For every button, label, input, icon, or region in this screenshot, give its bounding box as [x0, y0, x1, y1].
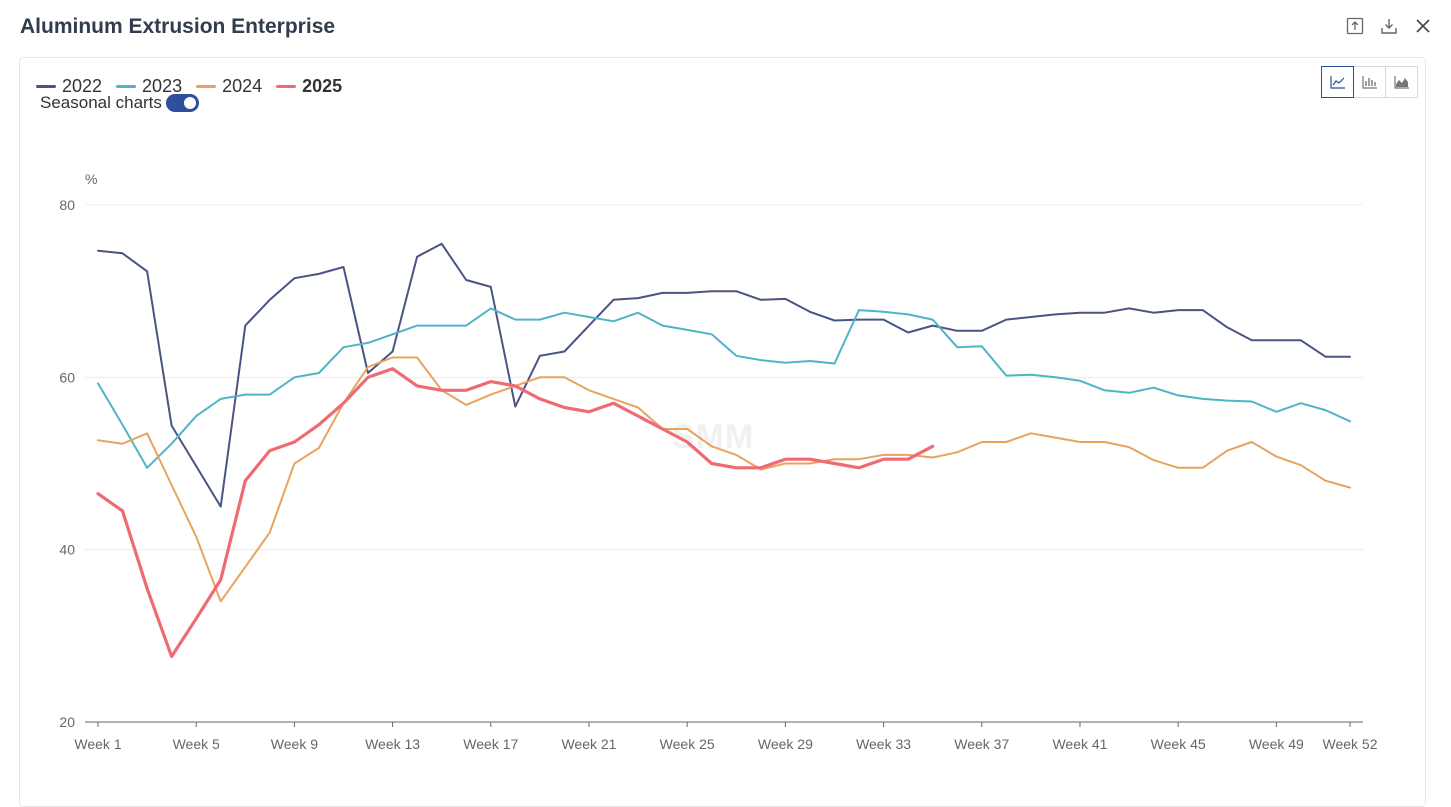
x-tick-label: Week 21 [561, 736, 616, 752]
y-tick-label: 40 [59, 542, 75, 558]
x-tick-label: Week 37 [954, 736, 1009, 752]
seasonal-charts-control: Seasonal charts [40, 93, 199, 113]
y-tick-label: 60 [59, 369, 75, 385]
bar-chart-button[interactable] [1353, 66, 1386, 98]
close-icon[interactable] [1413, 16, 1433, 36]
series-line-2023[interactable] [97, 307, 1351, 469]
x-tick-label: Week 5 [173, 736, 220, 752]
y-tick-label: 80 [59, 197, 75, 213]
legend-item-2023[interactable]: 2023 [116, 76, 182, 97]
seasonal-charts-toggle[interactable] [165, 94, 199, 112]
legend-label: 2025 [302, 76, 343, 96]
x-tick-label: Week 52 [1323, 736, 1378, 752]
page-title: Aluminum Extrusion Enterprise [20, 15, 336, 38]
legend-swatch [36, 85, 56, 88]
line-chart-icon [1329, 76, 1345, 89]
legend-swatch [196, 85, 217, 88]
watermark: SMM [672, 418, 755, 456]
x-tick-label: Week 13 [365, 736, 420, 752]
line-chart-button[interactable] [1321, 66, 1354, 98]
legend-item-2025[interactable]: 2025 [276, 76, 342, 97]
legend-label: 2024 [222, 76, 263, 96]
legend-swatch [276, 85, 297, 88]
export-icon[interactable] [1345, 16, 1365, 36]
legend-item-2024[interactable]: 2024 [196, 76, 262, 97]
x-tick-label: Week 17 [463, 736, 518, 752]
series-line-2025[interactable] [96, 367, 935, 659]
legend-swatch [116, 85, 137, 88]
x-tick-label: Week 25 [660, 736, 715, 752]
x-tick-label: Week 41 [1052, 736, 1107, 752]
bar-chart-icon [1361, 76, 1377, 89]
seasonal-charts-label: Seasonal charts [40, 93, 162, 112]
legend-label: 2022 [62, 76, 103, 96]
series-line-2022[interactable] [97, 242, 1351, 508]
legend-label: 2023 [142, 76, 183, 96]
seasonal-line-chart: 20 40 60 80 Week 1 Week 5 Week 9 Week 13 Week 17… [59, 197, 1378, 752]
x-tick-label: Week 49 [1249, 736, 1304, 752]
chart-type-switcher [1321, 66, 1418, 98]
legend-item-2022[interactable]: 2022 [36, 76, 102, 97]
chart-legend: 2022 2023 2024 2025 [36, 76, 342, 97]
area-chart-button[interactable] [1385, 66, 1418, 98]
chart-panel: Seasonal charts [19, 57, 1426, 807]
x-tick-label: Week 9 [271, 736, 318, 752]
download-icon[interactable] [1379, 16, 1399, 36]
x-tick-label: Week 1 [74, 736, 121, 752]
x-tick-label: Week 33 [856, 736, 911, 752]
area-chart-icon [1393, 76, 1409, 89]
y-tick-label: 20 [59, 714, 75, 730]
header-actions [1345, 16, 1433, 36]
y-axis-unit: % [85, 171, 98, 187]
series-line-2024[interactable] [97, 356, 1351, 603]
x-tick-label: Week 45 [1151, 736, 1206, 752]
x-tick-label: Week 29 [758, 736, 813, 752]
